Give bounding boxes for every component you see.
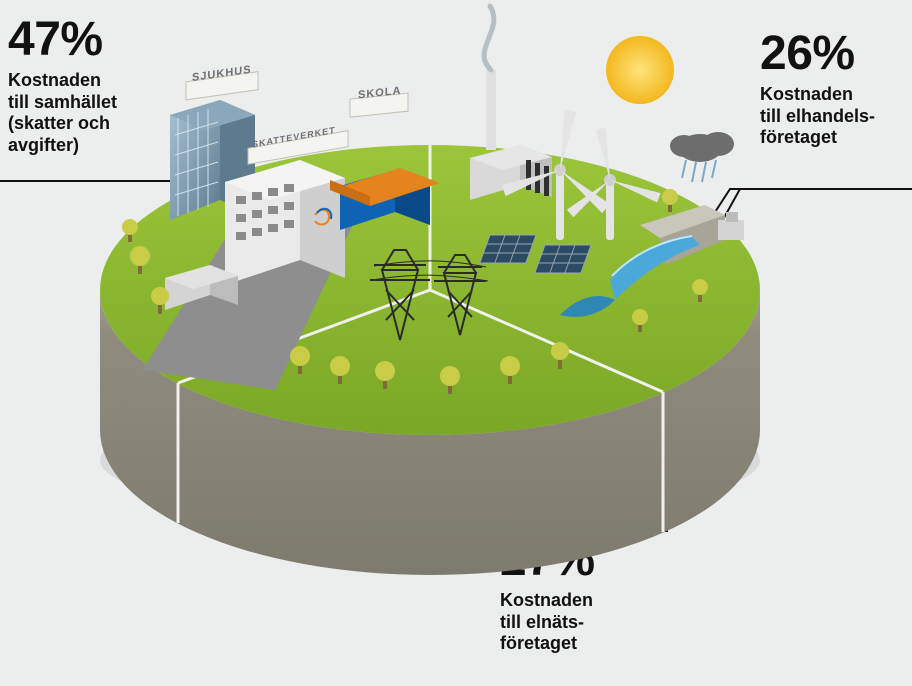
sign-skola: SKOLA	[350, 85, 408, 117]
factory	[470, 6, 552, 200]
sign-sjukhus: SJUKHUS	[186, 64, 258, 100]
sun-icon	[606, 36, 674, 104]
cloud-rain-icon	[670, 132, 734, 182]
smoke-icon	[484, 6, 494, 70]
infographic-scene: SJUKHUS SKOLA SKATTEVERKET	[0, 0, 912, 686]
